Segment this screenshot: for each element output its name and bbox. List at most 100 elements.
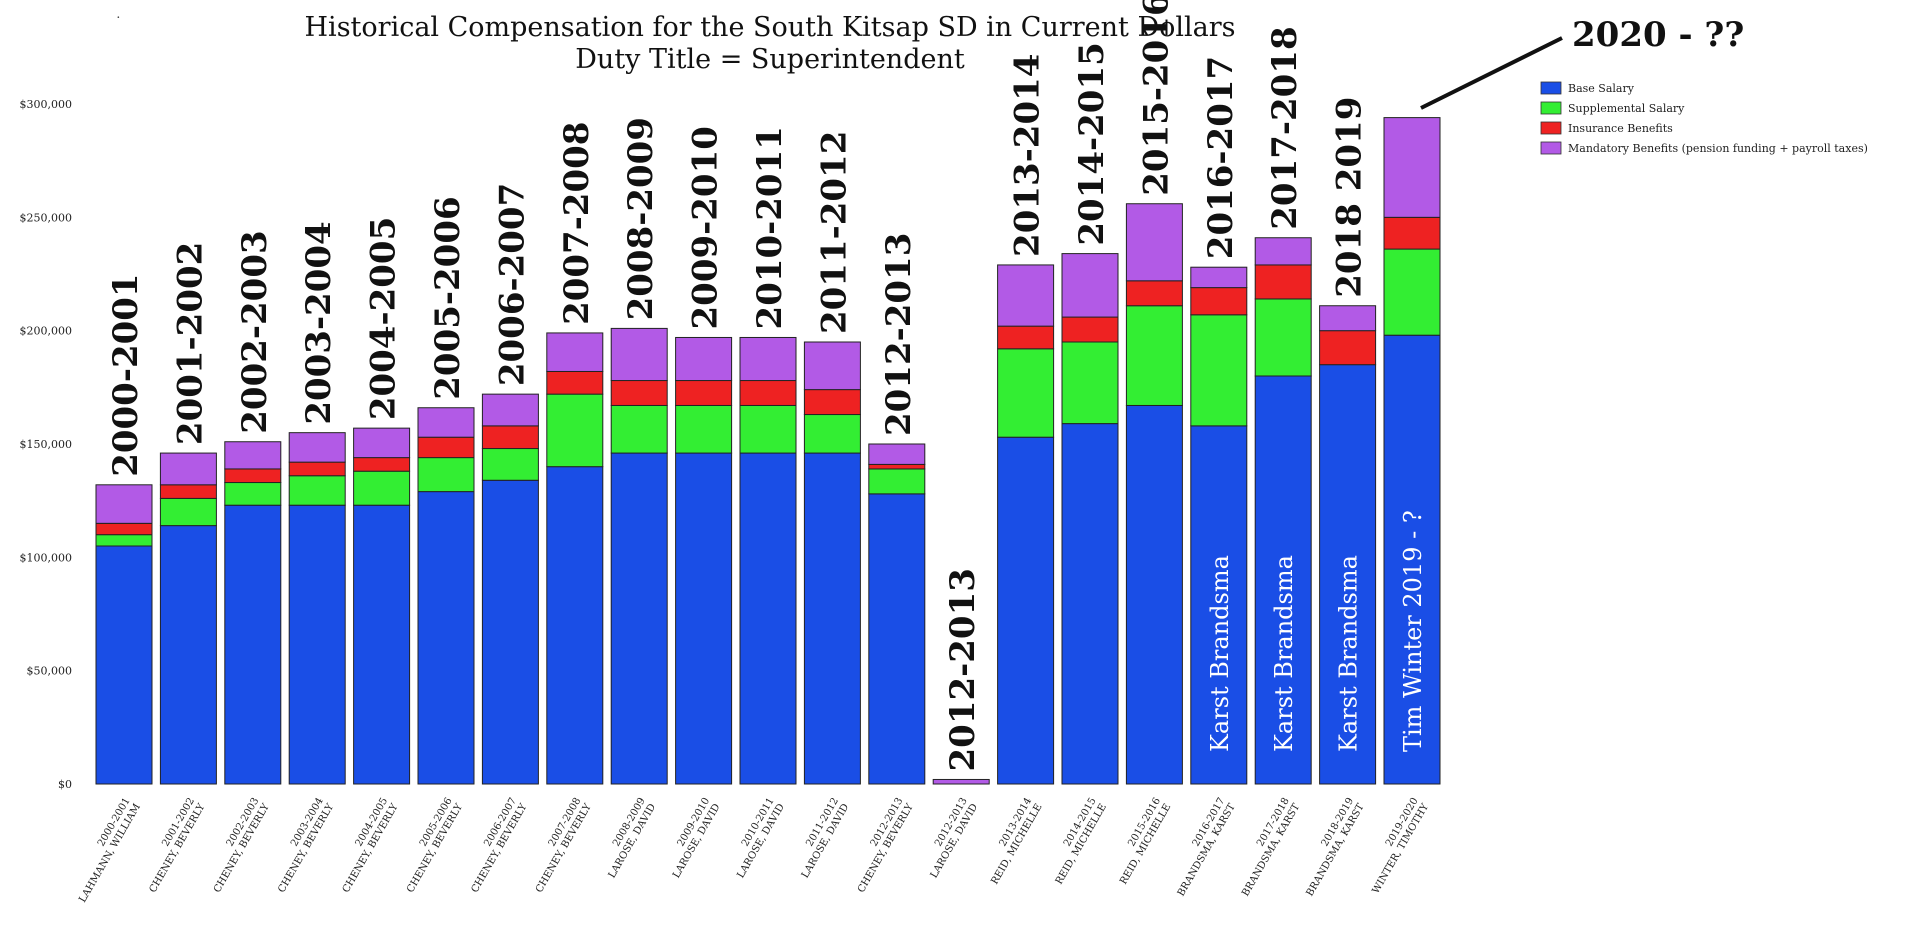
bar-segment [610,327,668,382]
legend-swatch [1540,141,1562,155]
bar-segment [1125,404,1183,785]
bar-segment [1254,298,1312,377]
bar-segment [288,475,346,506]
legend-swatch [1540,121,1562,135]
legend-label: Supplemental Salary [1568,102,1685,115]
bar-top-label: 2011-2012 [814,131,854,334]
bar-top-label: 2013-2014 [1008,54,1048,257]
bar-segment [417,436,475,459]
bar-segment [997,264,1055,327]
bar-segment [481,448,539,481]
bar-segment [997,325,1055,350]
bar-segment [1319,364,1377,785]
bar-segment [95,534,153,547]
bar-segment [159,525,217,785]
bar-segment [803,341,861,391]
bar-segment [1383,117,1441,218]
bar-segment [417,457,475,493]
bar-top-label: 2012-2013 [943,568,983,771]
legend-label: Base Salary [1568,82,1635,95]
bar-segment [95,545,153,785]
bar-segment [95,484,153,524]
bar-top-labels: 2000-2001 2001-2002 2002-2003 2003-2004 2004… [106,0,1370,771]
bar-segment [546,466,604,785]
bar-segment [868,463,926,470]
bar-segment [546,393,604,468]
y-tick-label: $150,000 [20,438,73,451]
bar-segment [1190,425,1248,785]
bar-segment [353,427,411,459]
bar-segment [95,522,153,536]
bar-top-label: 2012-2013 [879,233,919,436]
bar-segment [1190,314,1248,427]
bar-top-label: 2014-2015 [1072,42,1112,245]
bar-segment [610,380,668,406]
bar-segment [739,380,797,406]
bar-top-label: 2003-2004 [299,221,339,424]
bar-segment [803,389,861,416]
bar-segment [1254,237,1312,266]
bar-segment [803,452,861,785]
bar-segment [1254,264,1312,300]
bar-segment [1061,253,1119,318]
bar-segment [739,452,797,785]
y-tick-label: $200,000 [20,325,73,338]
bar-segment [288,461,346,477]
bar-top-label: 2017-2018 [1265,26,1305,229]
bar-segment [353,470,411,506]
bar-segment [353,504,411,785]
bar-segment [675,404,733,454]
y-axis: $0 $50,000 $100,000 $150,000 $200,000 $250,00… [20,98,73,791]
bar-segment [1319,305,1377,332]
bar-segment [803,414,861,454]
bar-segment [868,443,926,465]
bar-top-label: 2009-2010 [686,126,726,329]
bar-segment [675,336,733,382]
bar-top-label: 2000-2001 [106,273,146,476]
bar-segment [868,468,926,495]
bar-top-label: 2015-2016 [1136,0,1176,196]
bar-segment [610,452,668,785]
bar-top-label: 2002-2003 [235,230,275,433]
bar-segment [1190,287,1248,316]
bar-segment [1061,341,1119,425]
bar-top-label: 2005-2006 [428,196,468,399]
bar-top-label: 2010-2011 [750,126,790,329]
bar-top-label: 2018 2019 [1330,97,1370,298]
legend-label: Mandatory Benefits (pension funding + pa… [1568,142,1868,155]
inside-bar-labels: Karst Brandsma Karst Brandsma Karst Brands… [1206,510,1427,752]
y-tick-label: $100,000 [20,551,73,564]
bar-segment [1383,248,1441,336]
bar-segment [481,393,539,427]
bar-segment [288,432,346,463]
bar-segment [739,336,797,382]
legend-swatch [1540,81,1562,95]
bar-segment [159,452,217,486]
bar-segment [1190,266,1248,289]
bar-top-label: 2016-2017 [1201,56,1241,259]
bar-segment [481,425,539,450]
bar-segment [1319,330,1377,366]
bar-segment [546,370,604,395]
y-tick-label: $300,000 [20,98,73,111]
bar-segment [159,497,217,527]
bar-segment [417,407,475,438]
callout-arrow [1420,36,1563,110]
bar-segment [1125,203,1183,282]
bars-group [95,117,1441,785]
bar-segment [997,348,1055,438]
